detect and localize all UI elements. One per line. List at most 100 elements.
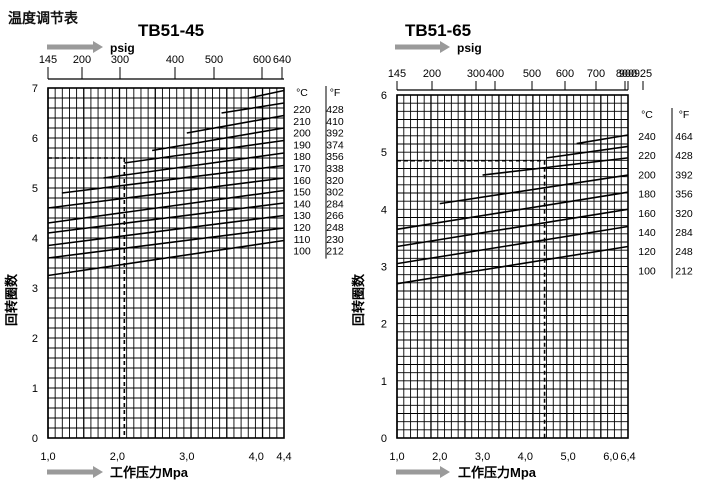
temp-table-f-value: 230: [326, 234, 344, 246]
temp-table-f-value: 464: [675, 131, 693, 143]
temp-table-c-value: 120: [638, 246, 656, 258]
temp-table-c-value: 240: [638, 131, 656, 143]
series-line-160: [61, 164, 285, 194]
temp-table-c-value: 110: [294, 234, 311, 246]
temp-table-f-value: 338: [326, 163, 344, 175]
top-tick-label: 200: [73, 54, 91, 66]
x-arrow-head: [93, 466, 103, 478]
series-line-140: [396, 208, 629, 248]
temp-table-f-value: 284: [675, 227, 693, 239]
series-line-150: [47, 177, 285, 209]
page-title: 温度调节表: [8, 11, 78, 27]
plot-frame: [396, 94, 629, 439]
temp-table-c-header: °C: [641, 109, 653, 121]
y-tick-label: 5: [32, 183, 38, 195]
temp-table-f-value: 374: [326, 139, 344, 151]
temp-table-c-value: 130: [293, 210, 311, 222]
top-tick-label: 925: [634, 68, 652, 80]
y-tick-label: 2: [32, 333, 38, 345]
temp-table-c-value: 180: [638, 189, 656, 201]
y-tick-label: 3: [381, 262, 387, 274]
x-tick-label: 2,0: [110, 451, 125, 463]
y-tick-label: 4: [32, 233, 38, 245]
top-tick-label: 900: [619, 68, 637, 80]
top-tick-label: 500: [205, 54, 223, 66]
series-line-100: [47, 239, 285, 277]
series-line-170: [103, 152, 285, 179]
series-line-110: [47, 227, 285, 259]
temp-table-f-header: °F: [679, 109, 690, 121]
temp-table-c-value: 220: [638, 150, 656, 162]
top-tick-label: 400: [166, 54, 184, 66]
series-line-180: [439, 174, 629, 205]
x-tick-label: 2,0: [432, 451, 447, 463]
top-axis-unit: psig: [457, 41, 482, 55]
top-tick-label: 145: [388, 68, 406, 80]
x-tick-label: 5,0: [560, 451, 575, 463]
temp-table-c-value: 220: [293, 104, 311, 116]
temp-table-f-value: 320: [326, 175, 344, 187]
temp-table-c-value: 180: [293, 151, 311, 163]
temp-table-f-value: 392: [675, 169, 693, 181]
top-tick-label: 300: [467, 68, 485, 80]
temp-table-c-value: 100: [638, 265, 656, 277]
temp-table-f-value: 428: [326, 104, 344, 116]
temp-table-c-value: 120: [293, 222, 311, 234]
chart-title: TB51-45: [138, 21, 204, 40]
series-line-140: [47, 189, 285, 224]
series-line-130: [47, 202, 285, 234]
chart-title: TB51-65: [405, 21, 471, 40]
top-tick-label: 400: [486, 68, 504, 80]
y-tick-label: 3: [32, 283, 38, 295]
temp-table-f-value: 410: [326, 116, 344, 128]
y-tick-label: 7: [32, 83, 38, 95]
temp-table-f-header: °F: [330, 87, 341, 99]
y-tick-label: 2: [381, 319, 387, 331]
temp-table-f-value: 248: [326, 222, 344, 234]
temp-table-f-value: 356: [675, 189, 693, 201]
x-arrow-head: [440, 466, 450, 478]
temp-table-f-value: 428: [675, 150, 693, 162]
series-line-180: [124, 139, 285, 164]
temp-table-c-value: 200: [293, 128, 311, 140]
x-tick-label: 1,0: [389, 451, 404, 463]
y-tick-label: 1: [381, 376, 387, 388]
y-axis-label: 回转圈数: [4, 273, 19, 326]
y-tick-label: 0: [32, 433, 38, 445]
series-line-100: [396, 245, 629, 285]
series-line-220: [249, 89, 285, 99]
x-axis-label: 工作压力Mpa: [458, 465, 537, 480]
temp-table-c-header: °C: [296, 87, 308, 99]
top-tick-label: 700: [587, 68, 605, 80]
y-tick-label: 4: [381, 204, 387, 216]
y-tick-label: 6: [381, 90, 387, 102]
x-tick-label: 1,0: [40, 451, 55, 463]
temp-table-c-value: 100: [293, 246, 311, 258]
top-tick-label: 800: [616, 68, 634, 80]
temp-table-c-value: 160: [638, 208, 656, 220]
top-tick-label: 640: [273, 54, 291, 66]
x-tick-label: 6,0: [603, 451, 618, 463]
temp-table-c-value: 140: [638, 227, 656, 239]
temp-table-f-value: 356: [326, 151, 344, 163]
x-tick-label: 6,4: [620, 451, 635, 463]
series-line-210: [221, 102, 285, 114]
temp-table-c-value: 150: [293, 187, 311, 199]
top-axis-unit: psig: [110, 41, 135, 55]
x-tick-label: 4,0: [249, 451, 264, 463]
series-line-190: [151, 127, 285, 152]
temp-table-f-value: 392: [326, 128, 344, 140]
y-tick-label: 0: [381, 433, 387, 445]
top-tick-label: 145: [39, 54, 57, 66]
temp-table-f-value: 212: [326, 246, 344, 258]
psig-arrow-head: [93, 41, 103, 53]
top-tick-label: 600: [556, 68, 574, 80]
temp-table-f-value: 248: [675, 246, 693, 258]
temp-table-f-value: 302: [326, 187, 344, 199]
plot-frame: [47, 87, 285, 439]
series-line-160: [396, 191, 629, 231]
x-tick-label: 4,4: [276, 451, 291, 463]
y-axis-label: 回转圈数: [351, 273, 366, 326]
